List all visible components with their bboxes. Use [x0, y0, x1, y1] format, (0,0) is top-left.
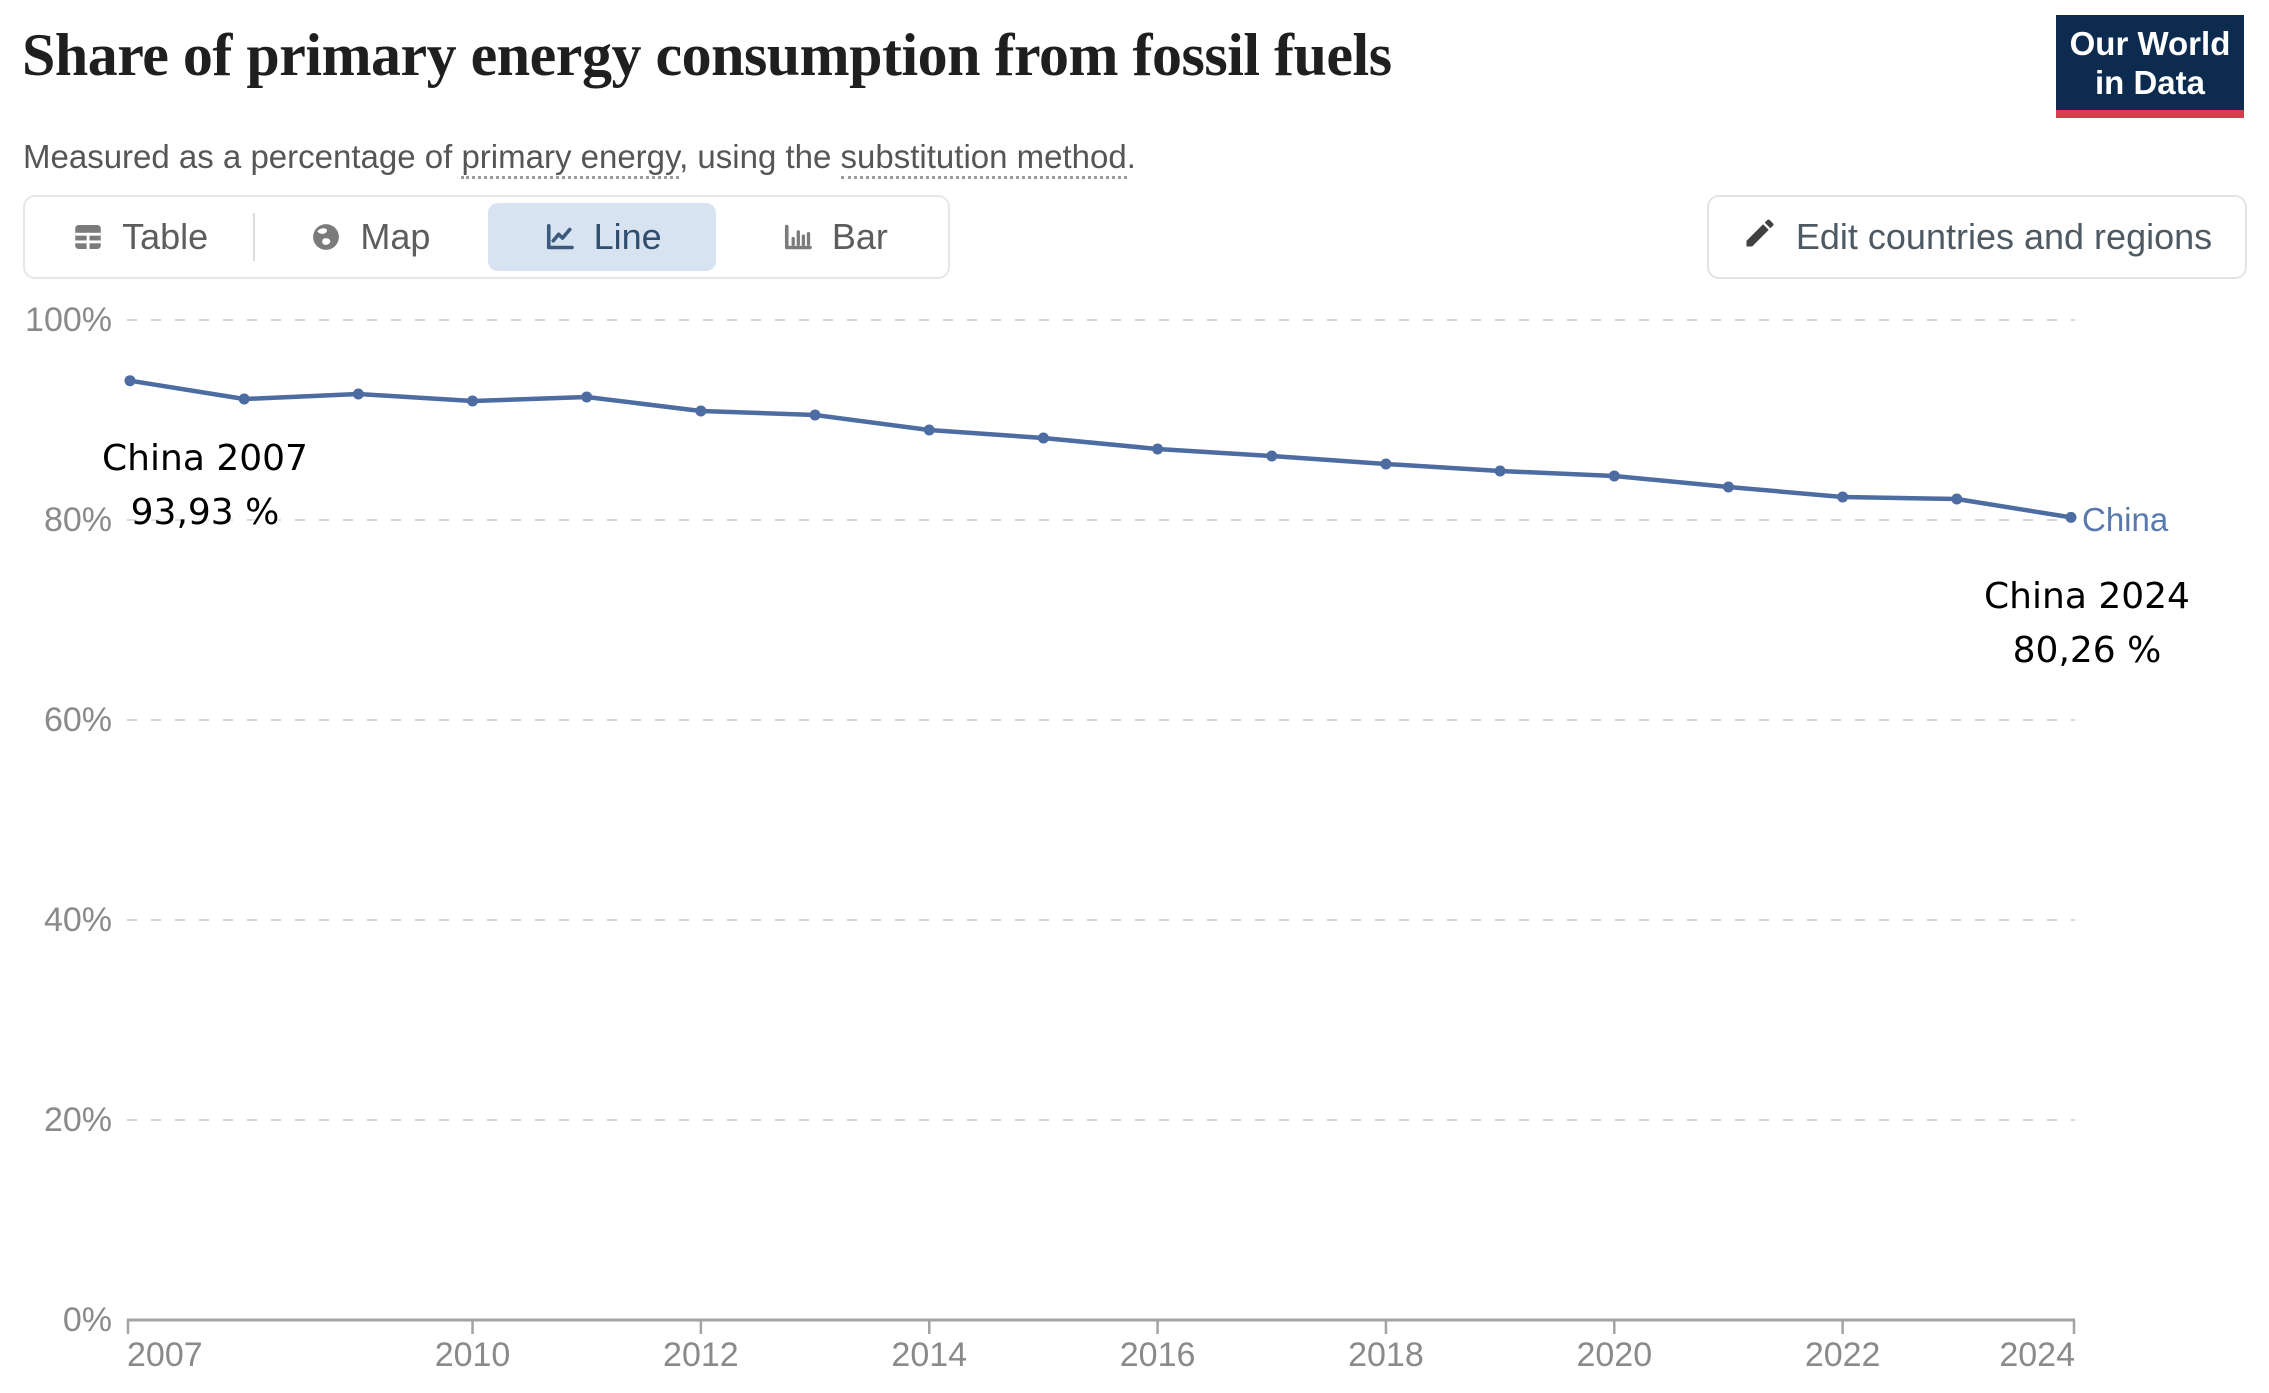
owid-logo-line2: in Data: [2094, 63, 2206, 101]
annotation-end-value: 80,26 %: [2012, 630, 2162, 671]
tab-line[interactable]: Line: [487, 203, 716, 271]
edit-countries-label: Edit countries and regions: [1795, 216, 2213, 257]
annotation-end-label: China 2024: [1984, 576, 2190, 617]
annotation-start: China 2007 93,93 %: [95, 436, 315, 536]
china-series-line[interactable]: [127, 378, 2074, 520]
bar-chart-icon: [780, 219, 816, 255]
data-point-2009[interactable]: [352, 388, 364, 400]
data-point-2019[interactable]: [1494, 465, 1506, 477]
globe-icon: [308, 219, 344, 255]
data-point-2015[interactable]: [1037, 432, 1049, 444]
data-point-2008[interactable]: [238, 393, 250, 405]
table-icon: [70, 219, 106, 255]
data-point-2007[interactable]: [124, 375, 136, 387]
edit-countries-button[interactable]: Edit countries and regions: [1707, 195, 2247, 279]
series-label-china[interactable]: China: [2082, 501, 2169, 538]
chart-type-tabbar: Table Map Line Bar: [23, 195, 950, 279]
tab-map-label: Map: [360, 216, 431, 257]
data-point-2012[interactable]: [695, 405, 707, 417]
data-point-2021[interactable]: [1722, 481, 1734, 493]
subtitle-link-substitution-method[interactable]: substitution method: [840, 138, 1127, 179]
subtitle-link-primary-energy[interactable]: primary energy: [461, 138, 680, 179]
data-point-2011[interactable]: [581, 391, 593, 403]
data-point-2017[interactable]: [1266, 450, 1278, 462]
data-point-2022[interactable]: [1837, 491, 1849, 503]
page-title: Share of primary energy consumption from…: [22, 22, 1392, 88]
data-point-2013[interactable]: [809, 409, 821, 421]
tab-table[interactable]: Table: [25, 197, 253, 277]
tab-line-label: Line: [593, 216, 662, 257]
subtitle-text: .: [1126, 138, 1136, 175]
data-point-2024[interactable]: [2065, 511, 2077, 523]
data-point-2014[interactable]: [923, 424, 935, 436]
subtitle-text: Measured as a percentage of: [23, 138, 462, 175]
tab-divider: [253, 213, 256, 261]
data-point-2018[interactable]: [1380, 458, 1392, 470]
owid-logo[interactable]: Our World in Data: [2056, 15, 2244, 118]
tab-bar[interactable]: Bar: [720, 197, 948, 277]
line-chart-icon: [542, 219, 578, 255]
annotation-start-label: China 2007: [102, 438, 308, 479]
pencil-icon: [1742, 215, 1778, 260]
data-point-2023[interactable]: [1951, 493, 1963, 505]
tab-bar-label: Bar: [831, 216, 888, 257]
chart-subtitle: Measured as a percentage of primary ener…: [23, 136, 1136, 179]
owid-logo-line1: Our World: [2069, 24, 2231, 62]
annotation-end: China 2024 80,26 %: [1977, 574, 2197, 674]
tab-table-label: Table: [122, 216, 209, 257]
tab-map[interactable]: Map: [255, 197, 483, 277]
data-point-2010[interactable]: [467, 395, 479, 407]
annotation-start-value: 93,93 %: [130, 492, 280, 533]
data-point-2020[interactable]: [1608, 470, 1620, 482]
subtitle-text: , using the: [679, 138, 841, 175]
data-point-2016[interactable]: [1152, 443, 1164, 455]
